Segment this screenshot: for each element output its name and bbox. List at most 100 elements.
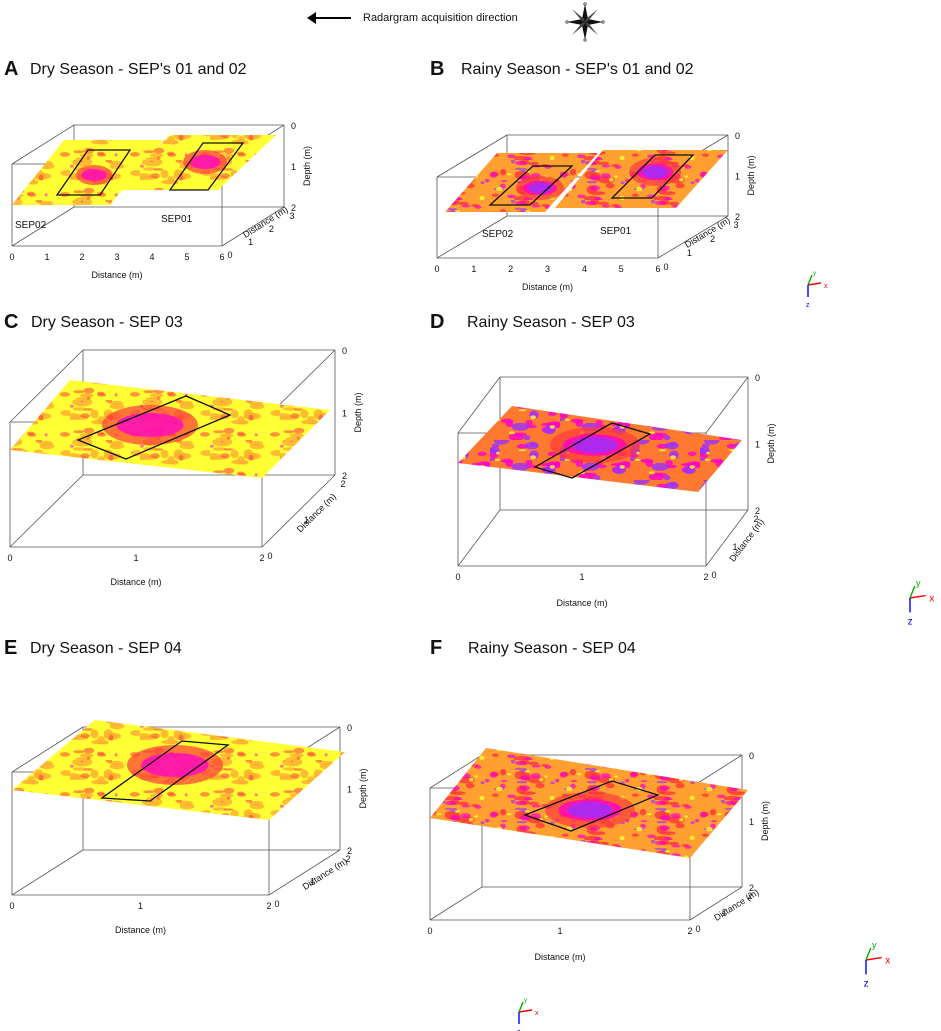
distance-x-axis-label: Distance (m) [115, 925, 166, 935]
axis-y-label: y [813, 271, 816, 277]
distance-y-tick-label: 0 [227, 250, 232, 260]
distance-y-axis-label: Distance (m) [301, 856, 349, 892]
distance-x-tick-label: 5 [184, 252, 189, 262]
sep01-target-outline [610, 154, 695, 199]
distance-x-tick-label: 6 [655, 264, 660, 274]
distance-y-tick-label: 2 [747, 891, 752, 901]
depth-tick-label: 2 [347, 846, 352, 856]
sep02-label: SEP02 [482, 229, 514, 240]
axis-z-label: z [908, 616, 913, 627]
depth-tick-label: 2 [735, 212, 740, 222]
axis-x-label: x [535, 1010, 539, 1017]
distance-y-tick-label: 1 [248, 237, 253, 247]
distance-x-tick-label: 0 [455, 572, 460, 582]
sep01-target-outline [168, 142, 245, 191]
distance-x-tick-label: 2 [508, 264, 513, 274]
distance-y-tick-label: 0 [267, 551, 272, 561]
depth-tick-label: 2 [749, 883, 754, 893]
panel-e-letter: E [4, 637, 18, 659]
depth-axis-label: Depth (m) [746, 155, 756, 195]
depth-tick-label: 0 [755, 373, 760, 383]
distance-x-axis-label: Distance (m) [110, 577, 161, 587]
direction-text: Radargram acquisition direction [363, 12, 518, 24]
distance-y-axis-label: Distance (m) [241, 204, 289, 240]
distance-x-tick-label: 0 [9, 901, 14, 911]
depth-tick-label: 0 [342, 346, 347, 356]
distance-y-axis-label: Distance (m) [295, 491, 338, 534]
distance-y-tick-label: 0 [274, 899, 279, 909]
panel-b-title: Rainy Season - SEP's 01 and 02 [461, 61, 694, 78]
axis-z-label: z [806, 302, 810, 309]
panel-d-title: Rainy Season - SEP 03 [467, 314, 635, 331]
distance-x-axis-label: Distance (m) [522, 282, 573, 292]
axis-x-label: x [885, 956, 890, 967]
distance-x-axis-label: Distance (m) [534, 952, 585, 962]
distance-y-tick-label: 2 [269, 224, 274, 234]
depth-tick-label: 0 [749, 751, 754, 761]
distance-x-tick-label: 1 [133, 553, 138, 563]
depth-axis-label: Depth (m) [358, 768, 368, 808]
depth-tick-label: 0 [735, 131, 740, 141]
axis-x-label: x [824, 283, 828, 290]
depth-axis-label: Depth (m) [353, 392, 363, 432]
distance-x-tick-label: 0 [9, 252, 14, 262]
distance-x-tick-label: 1 [557, 926, 562, 936]
panel-d-letter: D [430, 311, 445, 333]
distance-y-tick-label: 1 [310, 877, 315, 887]
distance-x-axis-label: Distance (m) [91, 270, 142, 280]
orientation-axes-icon: xy z [908, 578, 935, 627]
depth-axis-label: Depth (m) [760, 801, 770, 841]
panel-f-letter: F [430, 637, 443, 659]
sep01-label: SEP01 [600, 226, 632, 237]
distance-y-tick-label: 2 [345, 854, 350, 864]
axis-x-label: x [929, 594, 934, 605]
distance-x-tick-label: 2 [687, 926, 692, 936]
distance-x-tick-label: 0 [434, 264, 439, 274]
distance-x-tick-label: 0 [7, 553, 12, 563]
panel-b-letter: B [430, 58, 445, 80]
distance-y-tick-label: 2 [753, 514, 758, 524]
sep04-anomaly [545, 792, 635, 828]
distance-x-tick-label: 4 [582, 264, 587, 274]
depth-tick-label: 2 [342, 471, 347, 481]
distance-x-tick-label: 1 [579, 572, 584, 582]
left-arrow-icon [307, 12, 351, 24]
distance-x-tick-label: 5 [619, 264, 624, 274]
axis-y-label: y [872, 940, 877, 950]
distance-x-tick-label: 1 [138, 901, 143, 911]
panel-c-title: Dry Season - SEP 03 [31, 314, 183, 331]
distance-x-tick-label: 2 [703, 572, 708, 582]
depth-axis-label: Depth (m) [302, 146, 312, 186]
sep04-target-outline [100, 740, 230, 802]
distance-y-tick-label: 0 [695, 924, 700, 934]
depth-tick-label: 1 [347, 785, 352, 795]
panel-f-title: Rainy Season - SEP 04 [468, 640, 636, 657]
sep02-target-outline [55, 149, 132, 196]
distance-x-tick-label: 2 [79, 252, 84, 262]
compass-rose-icon [565, 2, 605, 42]
distance-y-tick-label: 1 [304, 515, 309, 525]
distance-y-tick-label: 1 [721, 908, 726, 918]
axis-z-label: z [517, 1029, 521, 1031]
sep02-label: SEP02 [15, 220, 47, 231]
depth-tick-label: 2 [755, 506, 760, 516]
depth-axis-label: Depth (m) [766, 423, 776, 463]
distance-y-tick-label: 2 [710, 234, 715, 244]
distance-x-axis-label: Distance (m) [556, 598, 607, 608]
sep02-target-outline [488, 165, 574, 206]
axis-z-label: z [864, 978, 869, 989]
sep03-target-outline [76, 395, 232, 460]
depth-tick-label: 2 [291, 203, 296, 213]
axis-y-label: y [916, 578, 921, 588]
panel-a-title: Dry Season - SEP's 01 and 02 [30, 61, 247, 78]
sep03-anomaly [550, 427, 640, 463]
distance-x-tick-label: 3 [545, 264, 550, 274]
distance-y-tick-label: 2 [340, 479, 345, 489]
sep04-target-outline [523, 780, 660, 832]
distance-x-tick-label: 1 [471, 264, 476, 274]
orientation-axes-icon: x y z [806, 271, 828, 309]
